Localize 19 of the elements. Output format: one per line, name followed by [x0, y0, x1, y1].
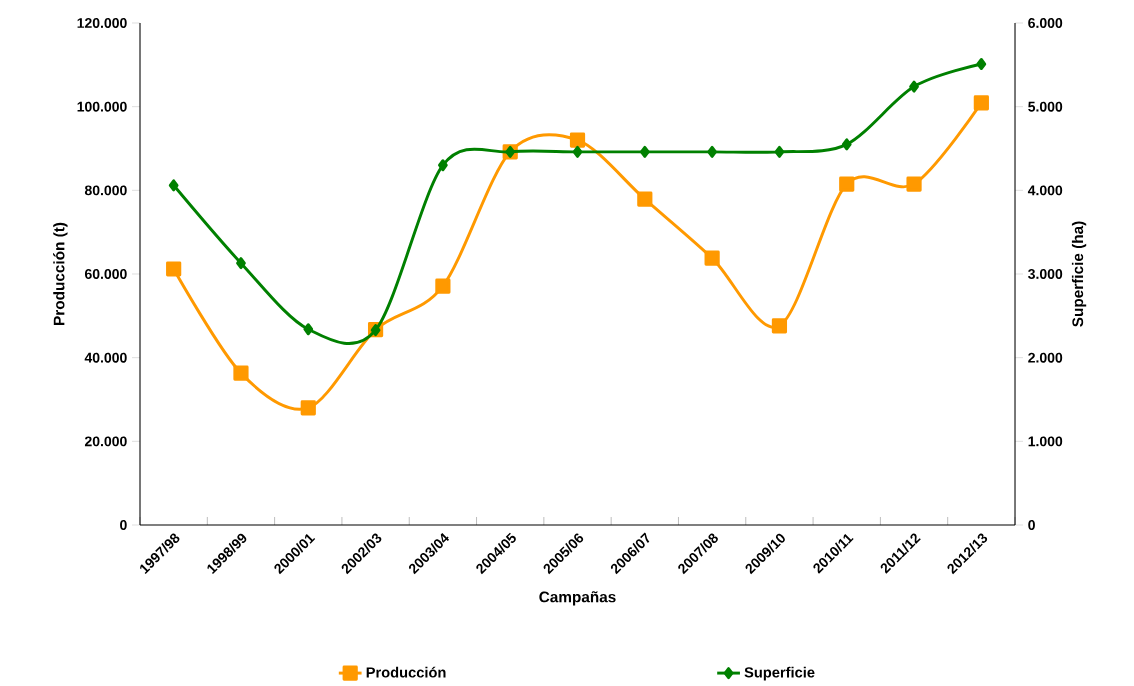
y2-tick-label: 3.000 [1028, 269, 1063, 279]
y2-tick-label: 2.000 [1028, 352, 1063, 363]
y-axis-title: Producción (t) [53, 222, 68, 325]
y-tick-label: 0 [120, 520, 127, 530]
y-tick-label: 80.000 [84, 185, 127, 196]
y2-tick-label: 6.000 [1028, 18, 1063, 28]
y-tick-label: 20.000 [84, 436, 127, 447]
y2-tick-label: 5.000 [1028, 101, 1063, 112]
y-tick-label: 120.000 [77, 18, 127, 28]
y2-axis-title: Superficie (ha) [1071, 221, 1087, 327]
legend-label: Producción [366, 666, 446, 678]
y-tick-label: 100.000 [77, 101, 127, 112]
y2-tick-label: 4.000 [1027, 185, 1063, 196]
y2-tick-label: 1.000 [1028, 436, 1063, 447]
legend-label: Superficie [744, 666, 815, 681]
y-tick-label: 40.000 [84, 352, 127, 363]
x-axis-title: Campañas [539, 591, 616, 606]
y-tick-label: 60.000 [84, 269, 127, 279]
y2-tick-label: 0 [1028, 520, 1035, 530]
